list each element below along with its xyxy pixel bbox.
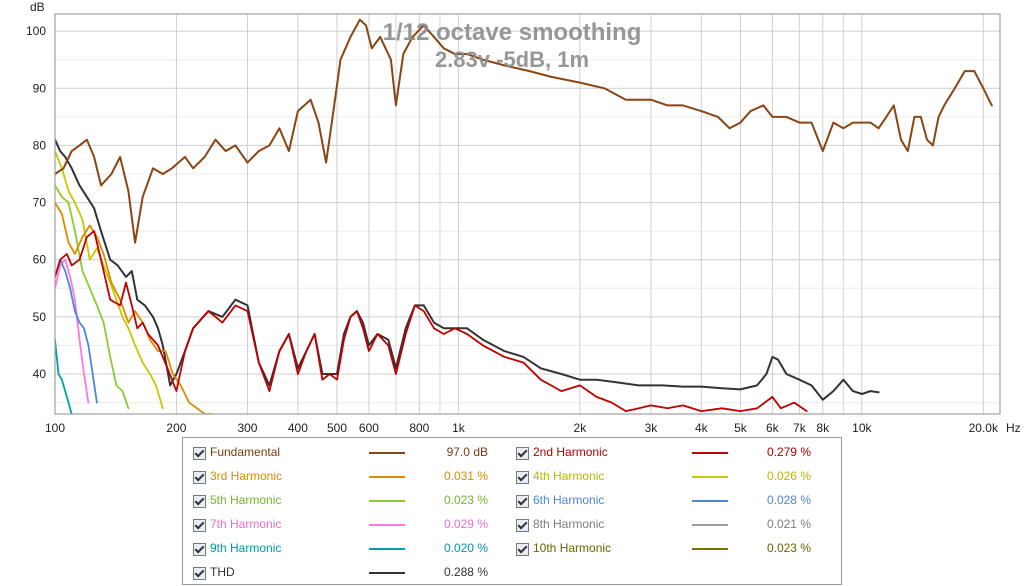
- legend-swatch: [369, 452, 405, 454]
- legend-panel: Fundamental 97.0 dB 2nd Harmonic 0.279 % 3rd…: [182, 437, 842, 585]
- legend-label: 9th Harmonic: [210, 541, 282, 555]
- legend-value: 0.023 %: [443, 493, 488, 507]
- series-line-9th-harmonic: [55, 338, 73, 414]
- legend-value: 0.028 %: [766, 493, 811, 507]
- legend-swatch: [692, 548, 728, 550]
- x-tick-label: 300: [237, 421, 257, 435]
- y-tick-label: 90: [33, 81, 47, 95]
- legend-swatch: [692, 524, 728, 526]
- legend-label: 5th Harmonic: [210, 493, 282, 507]
- legend-item: 5th Harmonic 0.023 %: [193, 492, 503, 512]
- chart-title: 1/12 octave smoothing: [383, 19, 642, 46]
- legend-item: 7th Harmonic 0.029 %: [193, 516, 503, 536]
- series-line-6th-harmonic: [55, 258, 98, 404]
- legend-checkbox[interactable]: [193, 519, 206, 532]
- legend-swatch: [369, 524, 405, 526]
- x-tick-label: 20.0k: [969, 421, 999, 435]
- legend-item: 8th Harmonic 0.021 %: [516, 516, 826, 536]
- legend-value: 0.029 %: [443, 517, 488, 531]
- plot-frame: [54, 13, 1001, 415]
- legend-label: THD: [210, 565, 235, 579]
- legend-checkbox[interactable]: [516, 495, 529, 508]
- legend-label: 7th Harmonic: [210, 517, 282, 531]
- x-tick-label: 800: [409, 421, 429, 435]
- legend-item: 3rd Harmonic 0.031 %: [193, 468, 503, 488]
- legend-value: 0.026 %: [766, 469, 811, 483]
- legend-swatch: [692, 476, 728, 478]
- legend-label: 10th Harmonic: [533, 541, 612, 555]
- x-axis-label: Hz: [1006, 421, 1021, 435]
- y-axis-label: dB: [30, 0, 45, 14]
- legend-value: 0.020 %: [443, 541, 488, 555]
- legend-label: 2nd Harmonic: [533, 445, 608, 459]
- legend-item: 10th Harmonic 0.023 %: [516, 540, 826, 560]
- x-tick-label: 200: [166, 421, 186, 435]
- legend-swatch: [692, 452, 728, 454]
- legend-checkbox[interactable]: [193, 543, 206, 556]
- y-tick-label: 80: [33, 138, 47, 152]
- x-tick-label: 8k: [816, 421, 830, 435]
- chart-subtitle: 2.83v -5dB, 1m: [435, 47, 589, 72]
- legend-item: THD 0.288 %: [193, 564, 503, 584]
- series-group: [55, 18, 993, 414]
- series-line-2nd-harmonic: [55, 230, 808, 412]
- legend-checkbox[interactable]: [193, 495, 206, 508]
- legend-swatch: [369, 572, 405, 574]
- frequency-response-chart: 40 50 60 70 80 90 100 100 200 300 400 500 600 800 1k 2k…: [26, 0, 1021, 435]
- legend-value: 0.021 %: [766, 517, 811, 531]
- x-tick-label: 600: [359, 421, 379, 435]
- legend-item: 4th Harmonic 0.026 %: [516, 468, 826, 488]
- series-line-7th-harmonic: [55, 258, 90, 404]
- legend-checkbox[interactable]: [193, 447, 206, 460]
- legend-swatch: [692, 500, 728, 502]
- legend-swatch: [369, 548, 405, 550]
- legend-swatch: [369, 500, 405, 502]
- legend-checkbox[interactable]: [516, 519, 529, 532]
- legend-checkbox[interactable]: [516, 543, 529, 556]
- series-line-thd: [55, 138, 880, 401]
- legend-item: Fundamental 97.0 dB: [193, 444, 503, 464]
- legend-item: 2nd Harmonic 0.279 %: [516, 444, 826, 464]
- y-tick-label: 60: [33, 253, 47, 267]
- y-tick-label: 70: [33, 196, 47, 210]
- x-tick-label: 1k: [452, 421, 466, 435]
- series-line-3rd-harmonic: [55, 201, 213, 414]
- x-tick-label: 2k: [574, 421, 588, 435]
- legend-value: 0.031 %: [443, 469, 488, 483]
- legend-value: 0.023 %: [766, 541, 811, 555]
- legend-checkbox[interactable]: [516, 471, 529, 484]
- legend-value: 97.0 dB: [446, 445, 488, 459]
- x-tick-label: 5k: [734, 421, 748, 435]
- legend-label: 4th Harmonic: [533, 469, 605, 483]
- series-line-4th-harmonic: [55, 150, 164, 410]
- legend-checkbox[interactable]: [193, 471, 206, 484]
- legend-checkbox[interactable]: [193, 567, 206, 580]
- x-tick-label: 400: [288, 421, 308, 435]
- legend-label: Fundamental: [210, 445, 281, 459]
- legend-label: 6th Harmonic: [533, 493, 605, 507]
- legend-label: 8th Harmonic: [533, 517, 605, 531]
- x-tick-label: 7k: [793, 421, 807, 435]
- series-line-fundamental: [55, 18, 993, 244]
- legend-value: 0.279 %: [766, 445, 811, 459]
- x-tick-label: 100: [45, 421, 65, 435]
- plot-area: [55, 14, 1000, 414]
- x-tick-label: 6k: [766, 421, 780, 435]
- legend-swatch: [369, 476, 405, 478]
- legend-value: 0.288 %: [443, 565, 488, 579]
- legend-item: 6th Harmonic 0.028 %: [516, 492, 826, 512]
- legend-checkbox[interactable]: [516, 447, 529, 460]
- legend-label: 3rd Harmonic: [210, 469, 283, 483]
- series-line-5th-harmonic: [55, 184, 130, 410]
- x-tick-label: 4k: [695, 421, 709, 435]
- y-tick-label: 100: [26, 24, 46, 38]
- legend-item: 9th Harmonic 0.020 %: [193, 540, 503, 560]
- x-tick-label: 500: [327, 421, 347, 435]
- y-tick-label: 50: [33, 310, 47, 324]
- y-tick-label: 40: [33, 367, 47, 381]
- x-tick-label: 10k: [852, 421, 872, 435]
- x-tick-label: 3k: [645, 421, 659, 435]
